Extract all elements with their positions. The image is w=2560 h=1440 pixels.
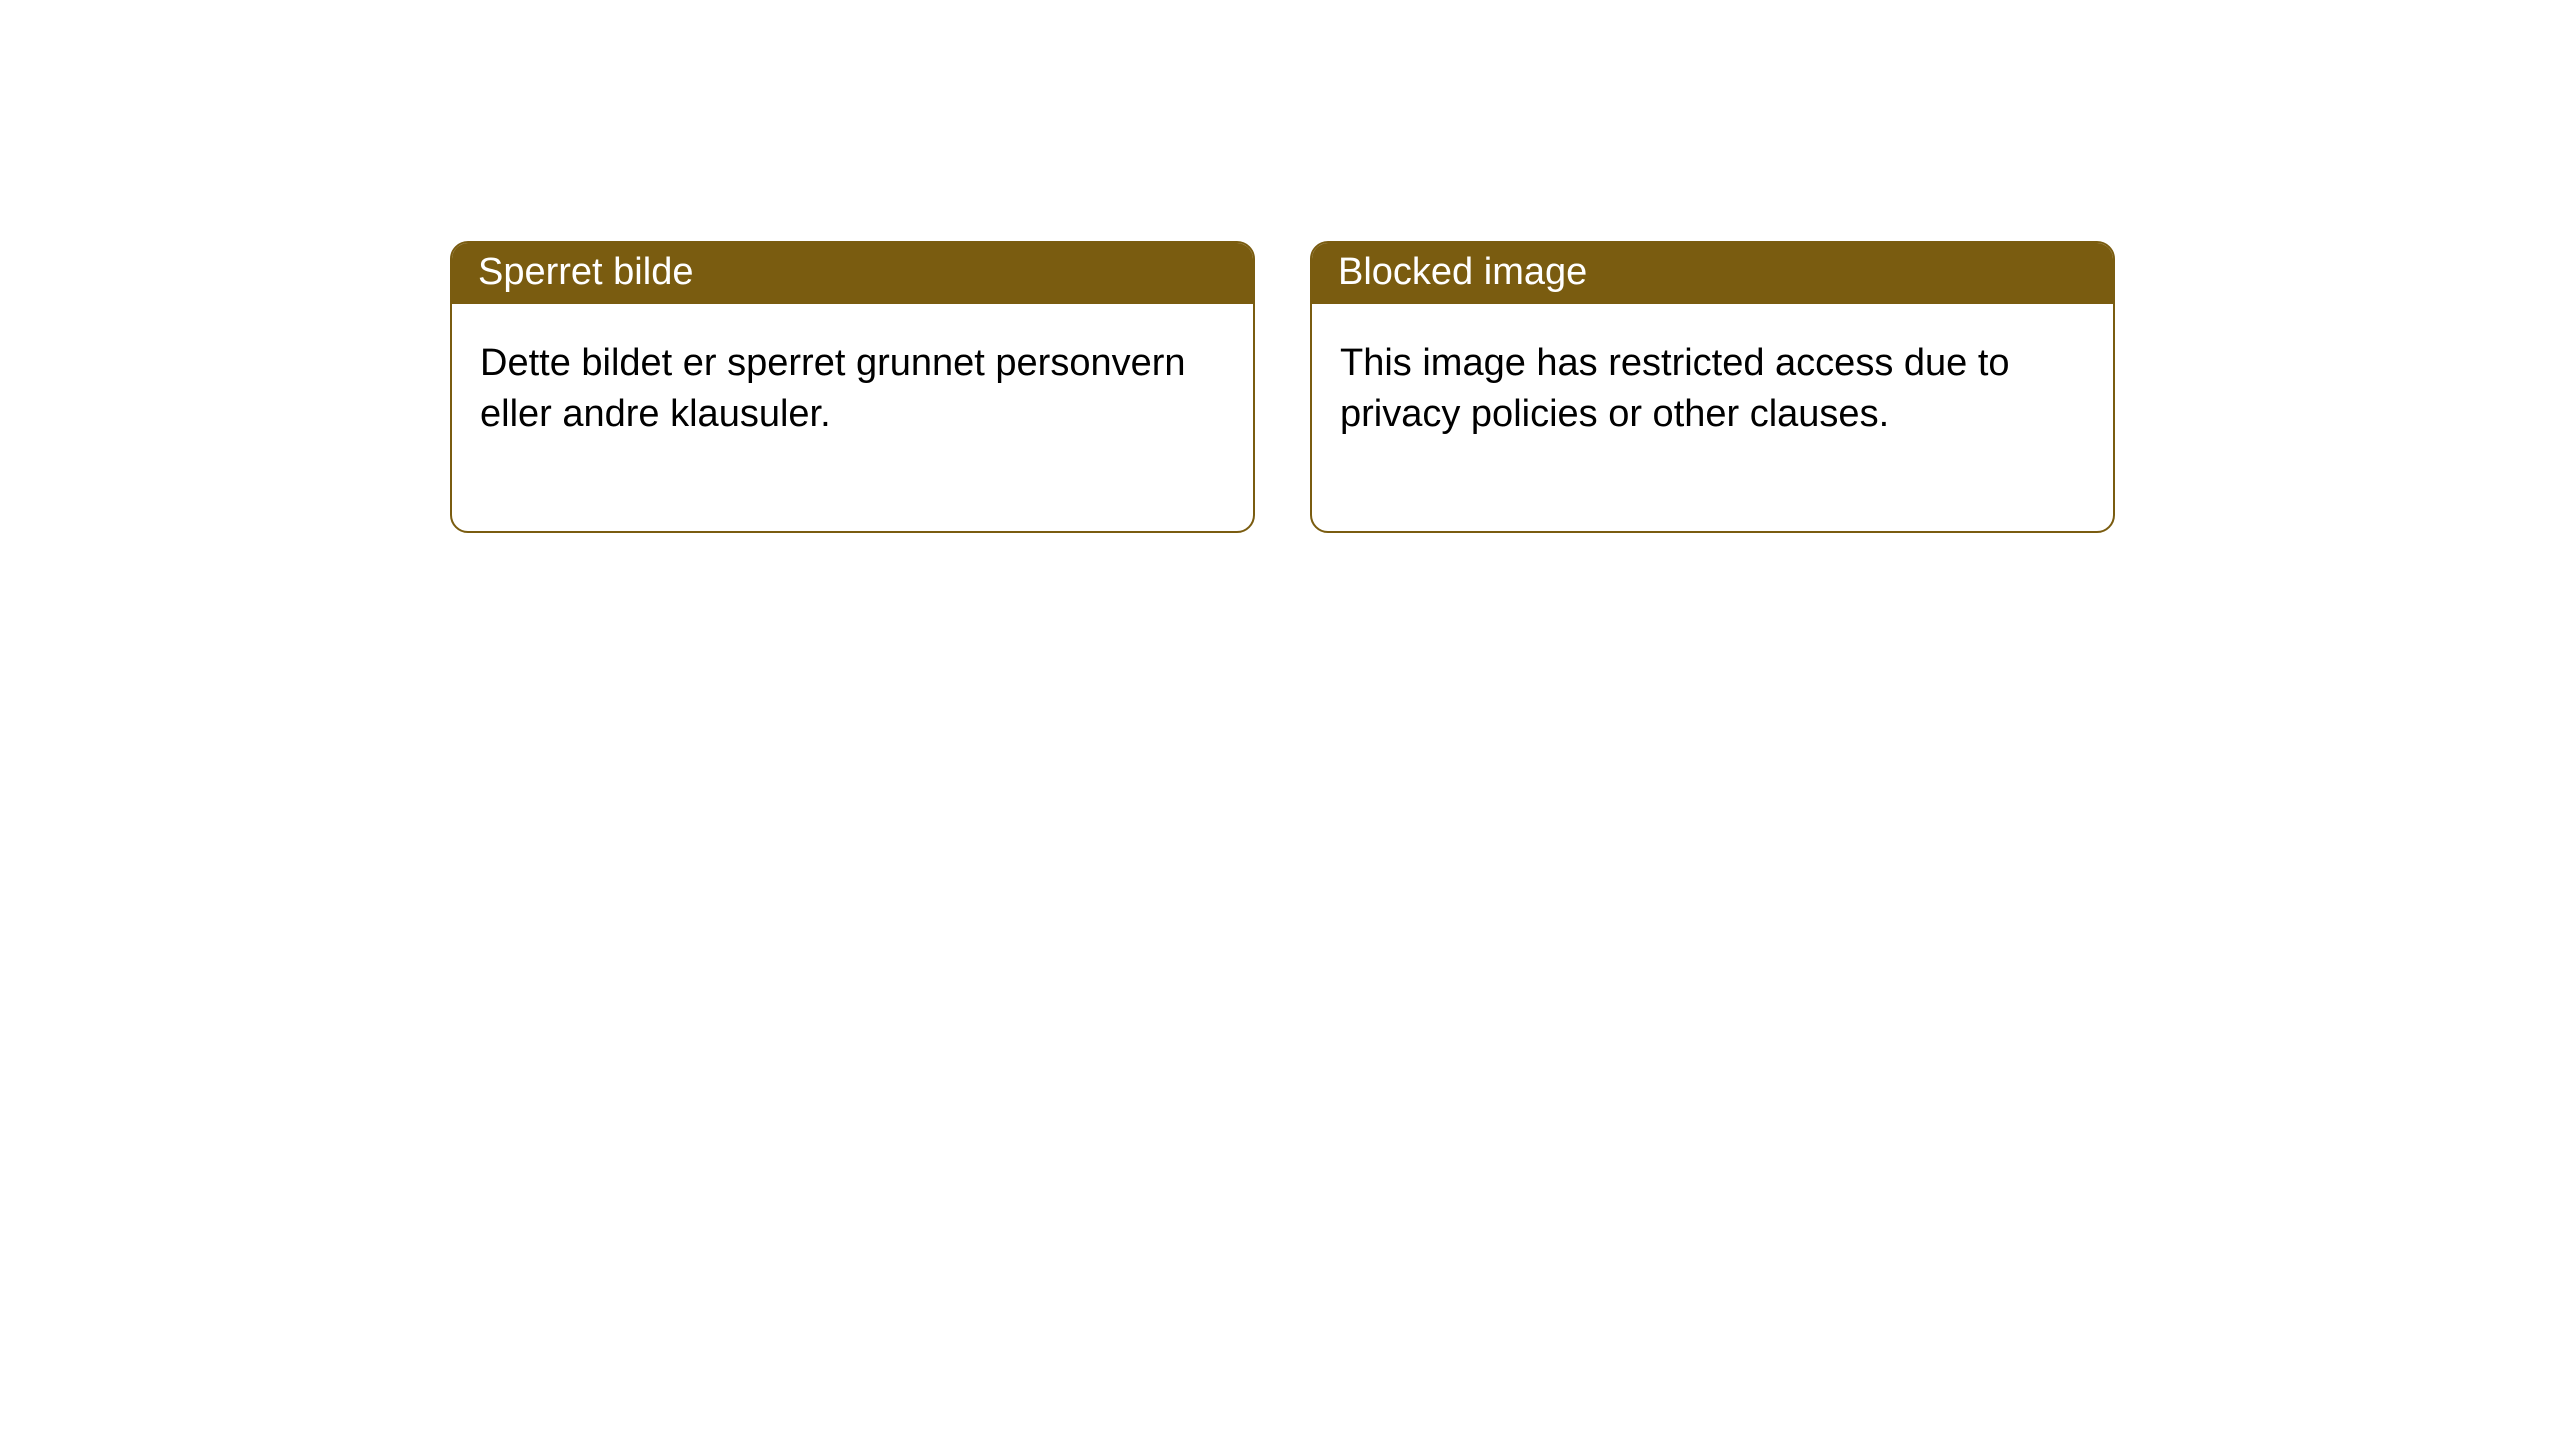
blocked-image-card-en: Blocked image This image has restricted … xyxy=(1310,241,2115,533)
card-body: This image has restricted access due to … xyxy=(1312,304,2113,531)
card-header: Sperret bilde xyxy=(452,243,1253,304)
blocked-image-card-no: Sperret bilde Dette bildet er sperret gr… xyxy=(450,241,1255,533)
cards-container: Sperret bilde Dette bildet er sperret gr… xyxy=(0,0,2560,533)
card-body: Dette bildet er sperret grunnet personve… xyxy=(452,304,1253,531)
card-header: Blocked image xyxy=(1312,243,2113,304)
